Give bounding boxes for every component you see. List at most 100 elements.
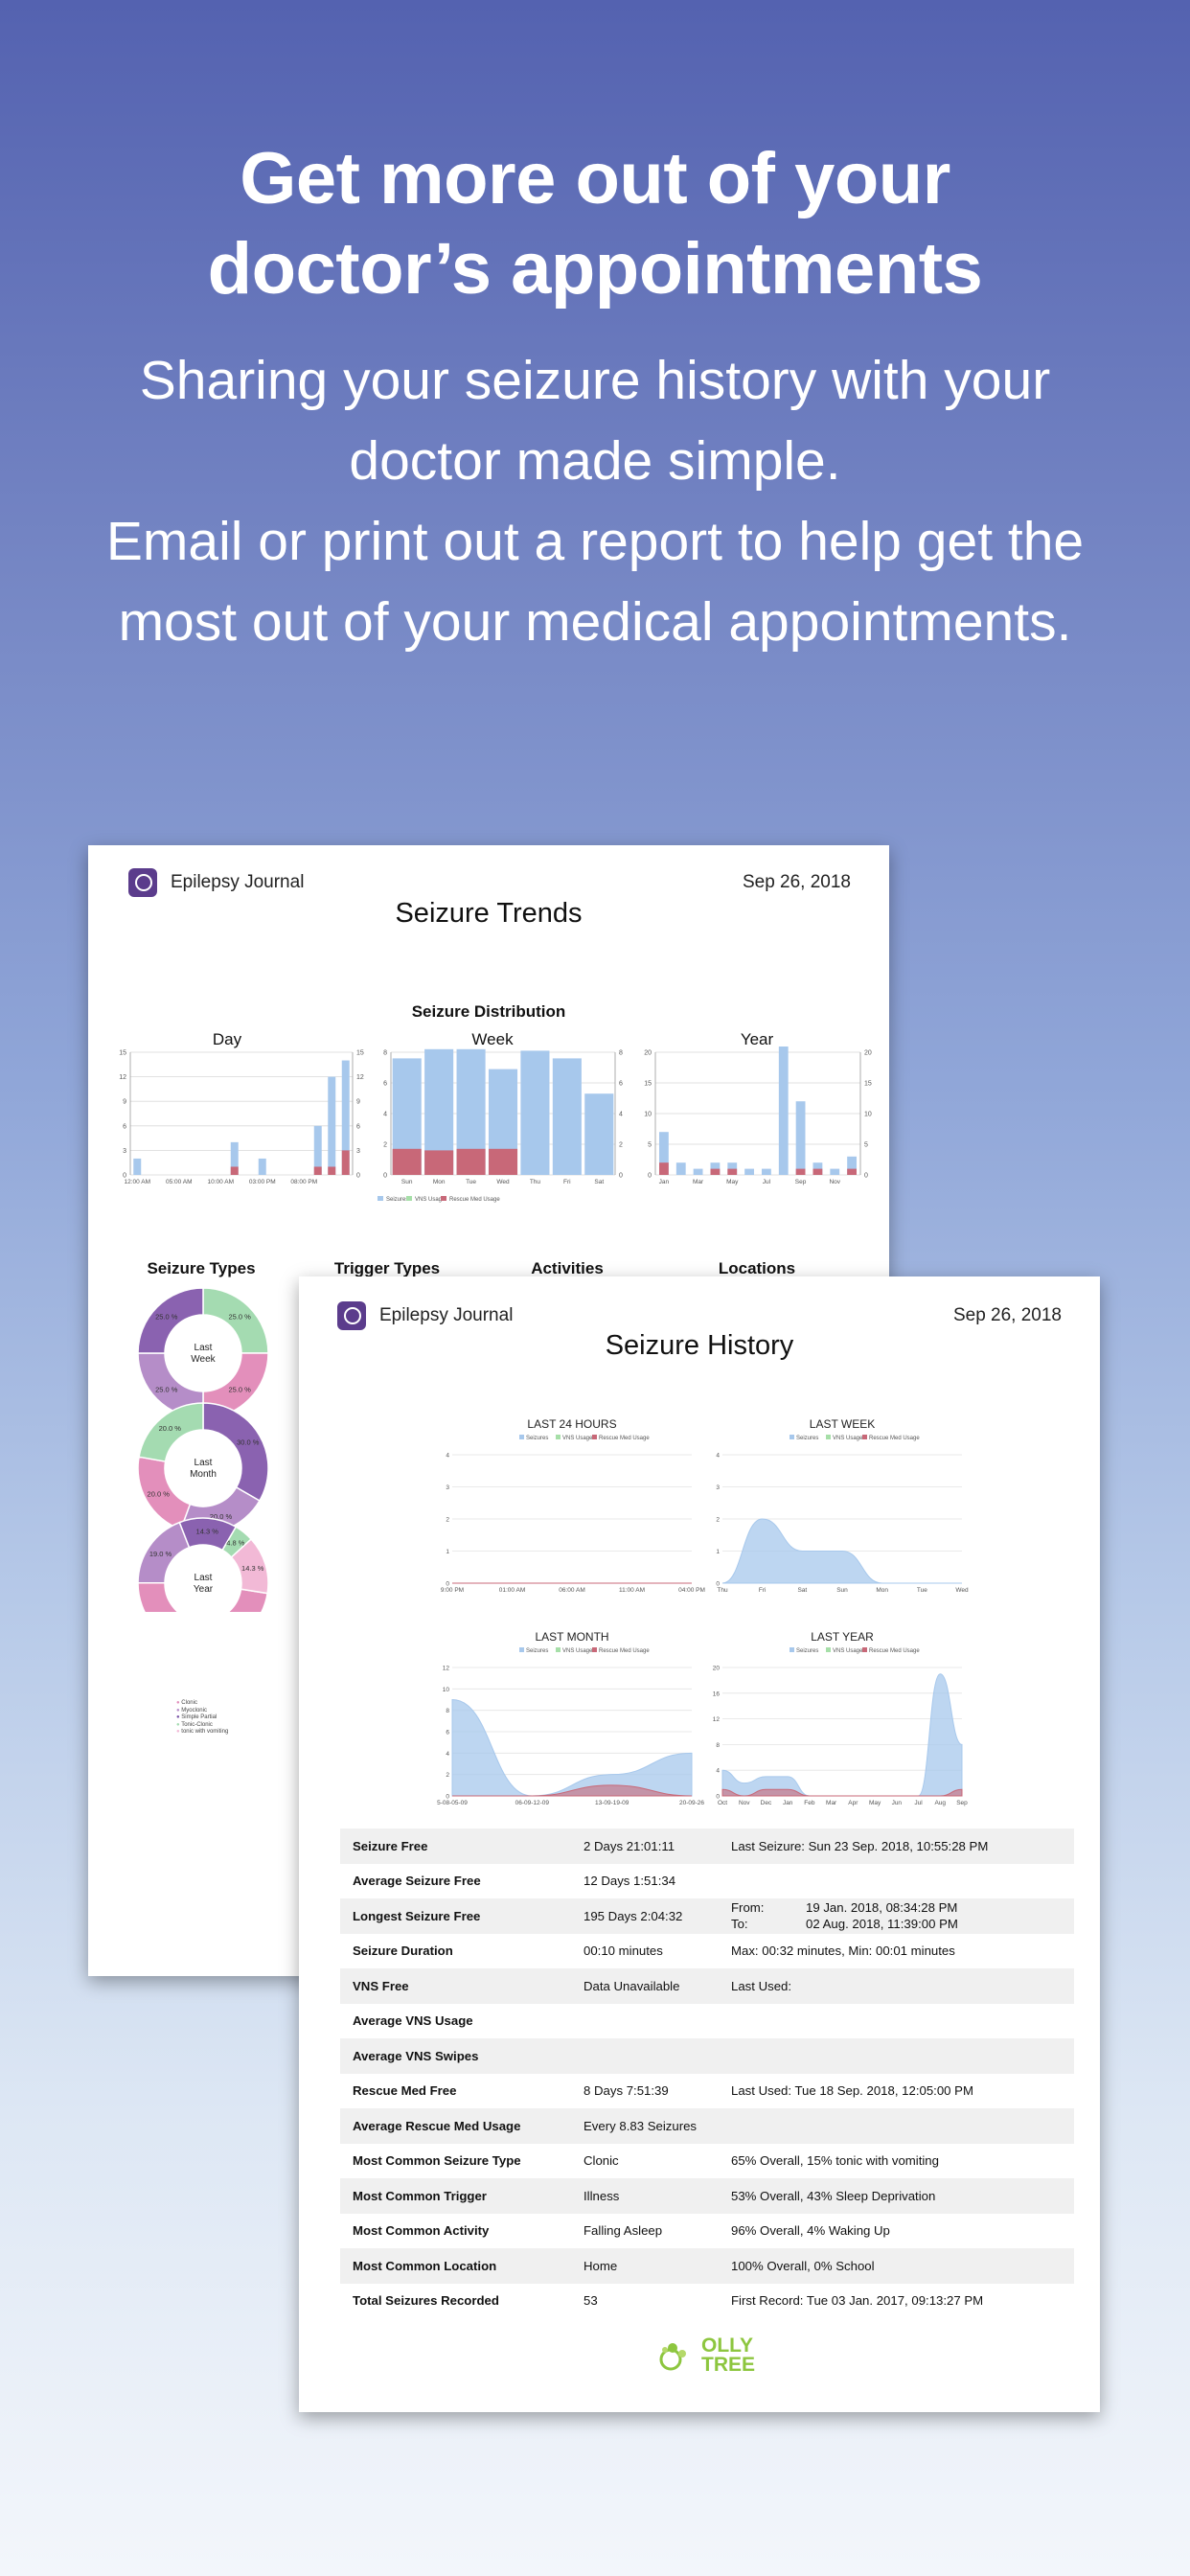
donut-center-label: Month xyxy=(190,1469,217,1480)
donut-legend-item: ● Tonic-Clonic xyxy=(176,1721,213,1728)
legend-swatch xyxy=(519,1647,524,1652)
y-tick-label: 20 xyxy=(644,1050,652,1057)
y-tick-label-right: 12 xyxy=(356,1074,364,1081)
rescue-bar xyxy=(424,1150,454,1175)
area-chart-title: LAST YEAR xyxy=(811,1630,874,1644)
donut-slice xyxy=(137,1287,204,1354)
section-trigger-types: Trigger Types xyxy=(333,1259,441,1277)
week-legend: Seizures VNS Usage Rescue Med Usage xyxy=(378,1196,500,1203)
report-brand: Epilepsy Journal xyxy=(337,1301,513,1330)
x-tick-label: Thu xyxy=(530,1179,541,1185)
rescue-bar xyxy=(341,1150,350,1175)
row-detail: Last Seizure: Sun 23 Sep. 2018, 10:55:28… xyxy=(731,1838,989,1853)
legend-label: VNS Usage xyxy=(562,1436,593,1441)
distribution-title: Seizure Distribution xyxy=(411,1002,566,1021)
table-row: VNS Free Data Unavailable Last Used: xyxy=(340,1968,1074,2004)
legend-swatch xyxy=(862,1435,867,1439)
hero-subtitle-line: most out of your medical appointments. xyxy=(118,591,1072,653)
area-chart-title: LAST MONTH xyxy=(535,1630,608,1644)
seizure-bar xyxy=(812,1162,823,1175)
legend-swatch xyxy=(826,1435,831,1439)
donut-center-label: Year xyxy=(194,1584,214,1595)
seizure-bar xyxy=(313,1125,322,1175)
olly-logo-line: TREE xyxy=(701,2354,756,2376)
x-tick-label: 20-09-26 xyxy=(679,1800,704,1806)
x-tick-label: Fri xyxy=(759,1587,767,1594)
y-tick-label: 0 xyxy=(123,1173,126,1180)
legend-label: Seizures xyxy=(526,1436,548,1441)
hero-subtitle-line: Sharing your seizure history with your xyxy=(139,350,1051,411)
report-date: Sep 26, 2018 xyxy=(952,1305,1062,1325)
donut-legend-label: Tonic-Clonic xyxy=(181,1721,213,1728)
x-tick-label: Sep xyxy=(795,1179,807,1185)
slice-label: 14.3 % xyxy=(196,1528,219,1536)
area-chart-last-24-hours: LAST 24 HOURS Seizures VNS Usage Rescue Med… xyxy=(441,1417,705,1594)
row-value: Every 8.83 Seizures xyxy=(584,2118,698,2133)
hero-title-line: doctor’s appointments xyxy=(207,228,983,310)
row-label: Average Rescue Med Usage xyxy=(353,2118,521,2133)
row-value: 00:10 minutes xyxy=(584,1944,663,1959)
x-tick-label: 11:00 AM xyxy=(619,1587,645,1594)
row-label: Most Common Seizure Type xyxy=(353,2153,521,2169)
section-seizure-types: Seizure Types xyxy=(147,1259,256,1277)
row-label: Rescue Med Free xyxy=(353,2083,457,2099)
slice-label: 25.0 % xyxy=(229,1386,252,1394)
row-detail: 100% Overall, 0% School xyxy=(731,2258,875,2273)
legend-label: Rescue Med Usage xyxy=(599,1648,650,1654)
legend-label: Seizures xyxy=(796,1648,818,1654)
x-tick-label: 13-09-19-09 xyxy=(595,1800,629,1806)
hero-subtitle-line: doctor made simple. xyxy=(349,430,841,492)
donut-legend-label: Simple Partial xyxy=(181,1714,217,1721)
legend-swatch xyxy=(790,1647,794,1652)
seizure-bar xyxy=(341,1060,350,1175)
rescue-bar xyxy=(710,1168,721,1175)
x-tick-label: Jul xyxy=(914,1800,923,1806)
slice-label: 30.0 % xyxy=(237,1438,260,1447)
x-tick-label: Wed xyxy=(496,1179,510,1185)
donut-legend: ● Clonic ● Myoclonic ● Simple Partial ● … xyxy=(176,1700,228,1736)
donut-legend-label: Myoclonic xyxy=(181,1707,207,1714)
x-tick-label: Sep xyxy=(956,1800,968,1806)
slice-label: 20.0 % xyxy=(210,1512,233,1521)
seizure-bar xyxy=(727,1162,738,1175)
area-chart-title: LAST WEEK xyxy=(810,1417,875,1431)
slice-label: 4.8 % xyxy=(226,1538,245,1547)
row-detail: Last Used: Tue 18 Sep. 2018, 12:05:00 PM xyxy=(731,2083,973,2099)
row-detail: Last Used: xyxy=(731,1978,792,1993)
y-tick-label: 6 xyxy=(383,1081,387,1088)
x-tick-label: Aug xyxy=(934,1800,946,1806)
y-tick-label: 8 xyxy=(383,1050,387,1057)
x-tick-label: 03:00 PM xyxy=(249,1179,276,1185)
x-tick-label: 05:00 AM xyxy=(166,1179,192,1185)
y-tick-label: 3 xyxy=(716,1484,720,1491)
table-row: Most Common Location Home 100% Overall, 0%… xyxy=(340,2248,1074,2284)
y-tick-label-right: 4 xyxy=(619,1112,623,1118)
y-tick-label: 15 xyxy=(119,1050,126,1057)
seizure-bar xyxy=(847,1156,857,1175)
rescue-area xyxy=(721,1788,963,1797)
row-detail: Max: 00:32 minutes, Min: 00:01 minutes xyxy=(731,1944,955,1959)
table-row: Average Seizure Free 12 Days 1:51:34 xyxy=(340,1864,1074,1899)
seizure-bar xyxy=(675,1162,686,1175)
x-tick-label: Nov xyxy=(829,1179,840,1185)
slice-label: 25.0 % xyxy=(155,1386,178,1394)
rescue-bar xyxy=(812,1168,823,1175)
x-tick-label: Tue xyxy=(917,1587,927,1594)
row-label: VNS Free xyxy=(353,1978,409,1993)
table-row: Rescue Med Free 8 Days 7:51:39 Last Used: … xyxy=(340,2074,1074,2109)
y-tick-label: 2 xyxy=(383,1142,387,1149)
table-row: Most Common Activity Falling Asleep 96% Ov… xyxy=(340,2214,1074,2249)
x-tick-label: Jan xyxy=(659,1179,670,1185)
report-title: Seizure History xyxy=(605,1330,794,1361)
table-row: Average VNS Usage xyxy=(340,2004,1074,2039)
rescue-bar xyxy=(659,1162,669,1175)
table-row: Seizure Free 2 Days 21:01:11 Last Seizure:… xyxy=(340,1828,1074,1864)
seizure-bar xyxy=(795,1101,806,1175)
slice-label: 20.0 % xyxy=(159,1424,182,1433)
x-tick-label: 06-09-12-09 xyxy=(515,1800,550,1806)
row-value: 53 xyxy=(584,2293,598,2309)
x-tick-label: Mar xyxy=(826,1800,837,1806)
x-tick-label: 5-08-05-09 xyxy=(437,1800,468,1806)
y-tick-label: 4 xyxy=(716,1453,720,1460)
